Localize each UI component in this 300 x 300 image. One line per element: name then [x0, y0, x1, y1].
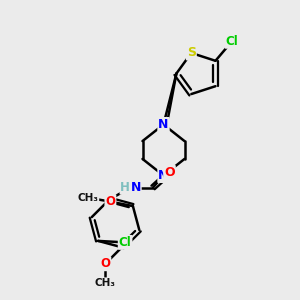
Text: Cl: Cl [226, 35, 238, 48]
Text: N: N [131, 181, 141, 194]
Text: O: O [100, 257, 110, 270]
Text: H: H [120, 181, 130, 194]
Text: N: N [158, 169, 169, 182]
Text: H: H [126, 182, 135, 193]
Text: S: S [187, 46, 196, 59]
Text: Cl: Cl [119, 236, 131, 249]
Text: CH₃: CH₃ [95, 278, 116, 288]
Text: O: O [105, 195, 116, 208]
Text: N: N [158, 118, 169, 131]
Text: O: O [164, 166, 175, 179]
Text: CH₃: CH₃ [77, 193, 98, 203]
